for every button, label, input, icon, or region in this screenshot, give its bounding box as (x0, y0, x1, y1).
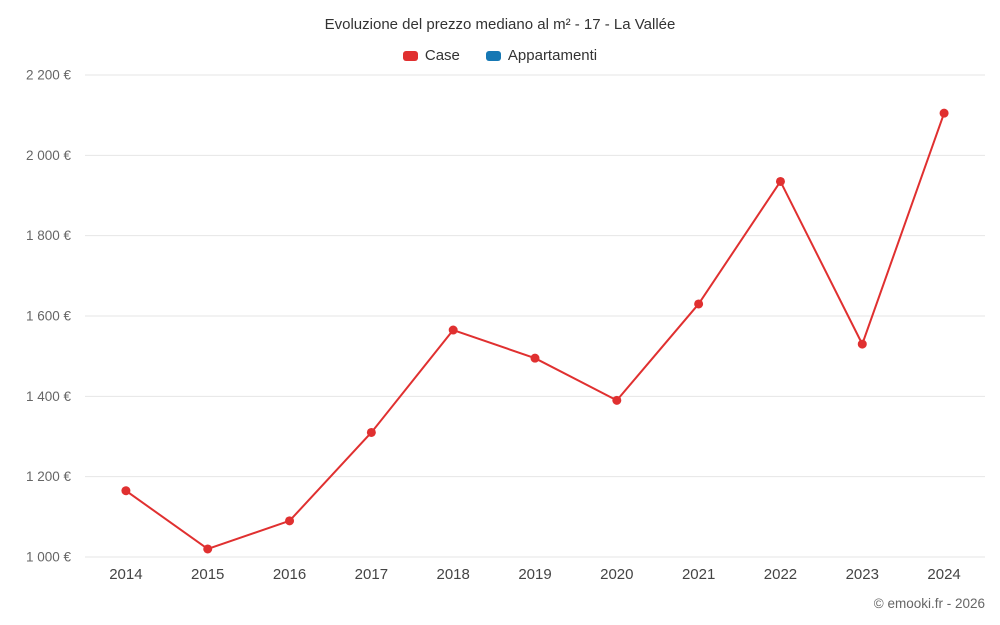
data-point[interactable] (694, 299, 704, 309)
legend-marker-case-icon (402, 50, 418, 61)
x-axis-tick-label: 2022 (764, 566, 797, 583)
x-axis-tick-label: 2023 (846, 566, 879, 583)
x-axis-tick-label: 2019 (518, 566, 551, 583)
y-axis-tick-label: 1 000 € (26, 550, 72, 565)
x-axis-tick-label: 2024 (927, 566, 960, 583)
data-point[interactable] (612, 395, 622, 405)
data-point[interactable] (285, 516, 295, 526)
x-axis-tick-label: 2016 (273, 566, 306, 583)
legend-item-case[interactable]: Case (402, 47, 460, 64)
data-point[interactable] (366, 427, 376, 437)
data-point[interactable] (448, 325, 458, 335)
data-point[interactable] (530, 353, 540, 363)
chart-title: Evoluzione del prezzo mediano al m² - 17… (324, 16, 676, 33)
x-axis-tick-label: 2020 (600, 566, 633, 583)
data-point[interactable] (857, 339, 867, 349)
x-axis-tick-label: 2017 (355, 566, 388, 583)
copyright-text: © emooki.fr - 2026 (873, 596, 985, 611)
x-axis-tick-label: 2021 (682, 566, 715, 583)
y-axis-tick-label: 1 800 € (26, 228, 72, 243)
data-point[interactable] (121, 486, 131, 496)
data-point[interactable] (203, 544, 213, 554)
y-axis-tick-label: 1 600 € (26, 309, 72, 324)
x-axis-tick-label: 2018 (436, 566, 469, 583)
series-line-case (124, 112, 946, 550)
y-axis-tick-label: 2 200 € (26, 68, 72, 83)
data-point[interactable] (775, 176, 785, 186)
x-axis-tick-label: 2015 (191, 566, 224, 583)
y-axis-tick-label: 1 200 € (26, 469, 72, 484)
y-axis-tick-label: 2 000 € (26, 148, 72, 163)
chart-legend: Case Appartamenti (0, 47, 1000, 64)
legend-label-appartamenti: Appartamenti (507, 47, 598, 64)
x-axis-tick-label: 2014 (109, 566, 142, 583)
y-axis-tick-label: 1 400 € (26, 389, 72, 404)
legend-item-appartamenti[interactable]: Appartamenti (485, 47, 598, 64)
legend-marker-appartamenti-icon (485, 50, 501, 61)
data-point[interactable] (939, 108, 949, 118)
legend-label-case: Case (424, 47, 460, 64)
